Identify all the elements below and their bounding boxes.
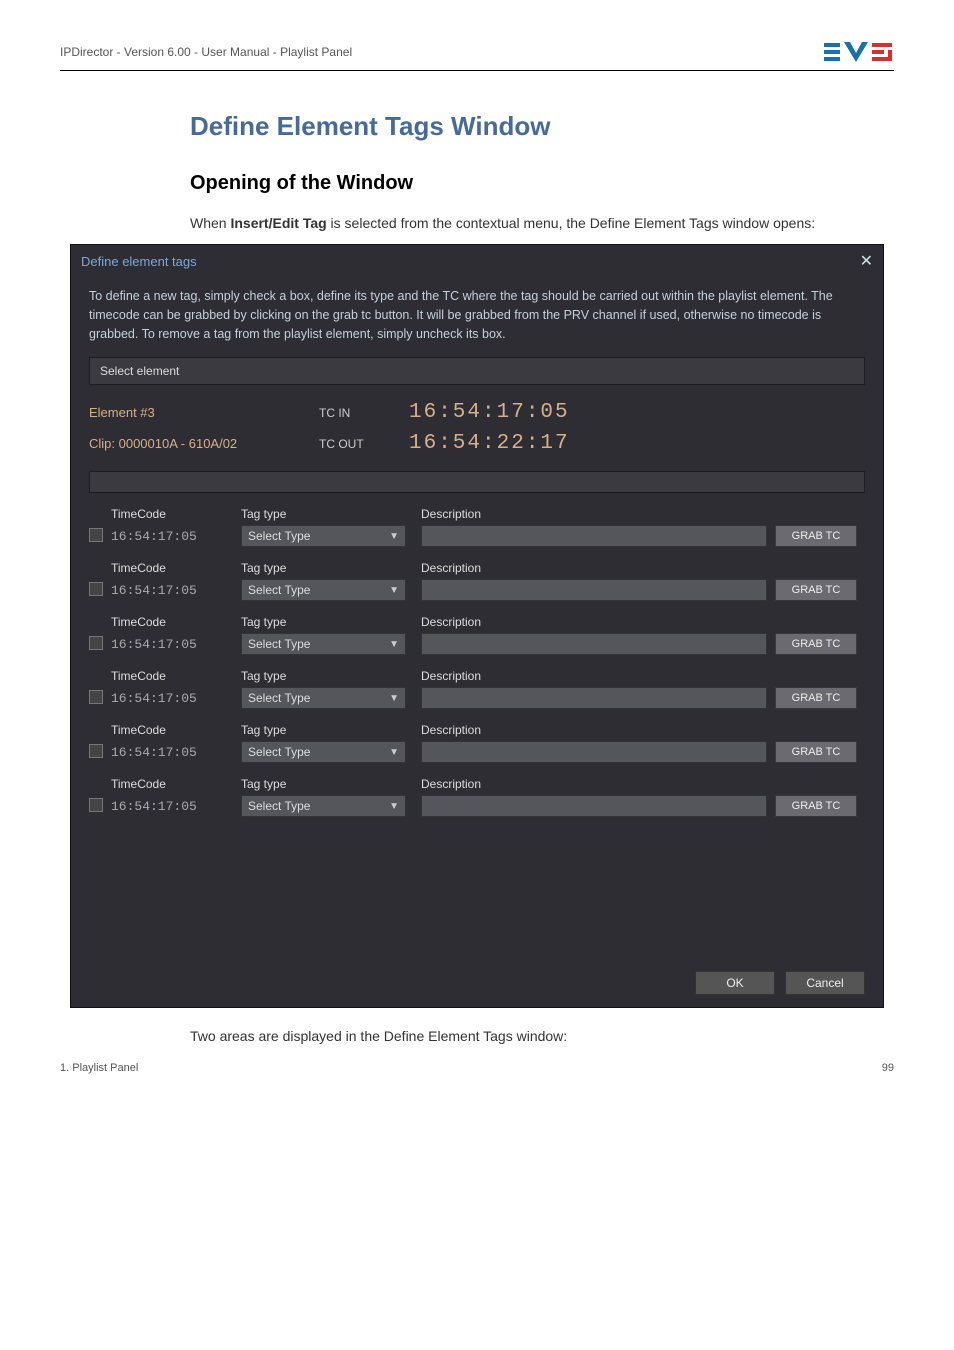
intro-text: When Insert/Edit Tag is selected from th…: [190, 213, 874, 234]
tag-timecode-input[interactable]: [111, 529, 231, 544]
tc-in-label: TC IN: [319, 406, 409, 420]
col-timecode-label: TimeCode: [111, 777, 241, 791]
tag-enable-checkbox[interactable]: [89, 744, 103, 758]
dialog-instructions: To define a new tag, simply check a box,…: [89, 287, 865, 343]
col-tagtype-label: Tag type: [241, 561, 421, 575]
close-icon[interactable]: ✕: [860, 251, 873, 271]
chevron-down-icon: ▼: [389, 693, 399, 704]
chevron-down-icon: ▼: [389, 801, 399, 812]
chevron-down-icon: ▼: [389, 639, 399, 650]
tag-enable-checkbox[interactable]: [89, 690, 103, 704]
page-header: IPDirector - Version 6.00 - User Manual …: [60, 40, 894, 71]
col-description-label: Description: [421, 723, 775, 737]
tag-row: TimeCode Tag type Description Select Typ…: [89, 669, 865, 709]
col-tagtype-label: Tag type: [241, 777, 421, 791]
tag-type-select[interactable]: Select Type ▼: [241, 633, 406, 655]
grab-tc-button[interactable]: GRAB TC: [775, 741, 857, 763]
tag-type-placeholder: Select Type: [248, 691, 310, 705]
tag-type-placeholder: Select Type: [248, 745, 310, 759]
tag-type-placeholder: Select Type: [248, 529, 310, 543]
col-tagtype-label: Tag type: [241, 669, 421, 683]
col-timecode-label: TimeCode: [111, 507, 241, 521]
tag-description-input[interactable]: [421, 579, 767, 601]
col-timecode-label: TimeCode: [111, 669, 241, 683]
col-description-label: Description: [421, 507, 775, 521]
tag-timecode-input[interactable]: [111, 637, 231, 652]
tc-out-value: 16:54:22:17: [409, 432, 570, 455]
select-element-label: Select element: [100, 364, 179, 378]
evs-logo: [824, 40, 894, 64]
tag-type-select[interactable]: Select Type ▼: [241, 687, 406, 709]
tag-enable-checkbox[interactable]: [89, 528, 103, 542]
tc-in-value: 16:54:17:05: [409, 401, 570, 424]
tag-row: TimeCode Tag type Description Select Typ…: [89, 507, 865, 547]
tag-description-input[interactable]: [421, 687, 767, 709]
dialog-titlebar: Define element tags ✕: [71, 245, 883, 277]
tag-timecode-input[interactable]: [111, 745, 231, 760]
col-description-label: Description: [421, 669, 775, 683]
tag-description-input[interactable]: [421, 525, 767, 547]
ok-button[interactable]: OK: [695, 971, 775, 995]
tag-type-select[interactable]: Select Type ▼: [241, 579, 406, 601]
tag-description-input[interactable]: [421, 633, 767, 655]
tag-enable-checkbox[interactable]: [89, 636, 103, 650]
footer-left: 1. Playlist Panel: [60, 1062, 138, 1074]
tag-type-select[interactable]: Select Type ▼: [241, 795, 406, 817]
intro-prefix: When: [190, 215, 230, 231]
chevron-down-icon: ▼: [389, 585, 399, 596]
col-description-label: Description: [421, 615, 775, 629]
tag-type-placeholder: Select Type: [248, 583, 310, 597]
tag-type-placeholder: Select Type: [248, 637, 310, 651]
tag-type-select[interactable]: Select Type ▼: [241, 741, 406, 763]
tag-timecode-input[interactable]: [111, 691, 231, 706]
intro-suffix: is selected from the contextual menu, th…: [327, 215, 815, 231]
clip-row: Clip: 0000010A - 610A/02 TC OUT 16:54:22…: [89, 432, 865, 455]
tag-timecode-input[interactable]: [111, 799, 231, 814]
grab-tc-button[interactable]: GRAB TC: [775, 687, 857, 709]
tag-row: TimeCode Tag type Description Select Typ…: [89, 777, 865, 817]
dialog-title-text: Define element tags: [81, 254, 197, 269]
element-row: Element #3 TC IN 16:54:17:05: [89, 401, 865, 424]
divider-panel: [89, 471, 865, 493]
tag-row: TimeCode Tag type Description Select Typ…: [89, 615, 865, 655]
section-heading: Define Element Tags Window: [190, 111, 894, 142]
col-description-label: Description: [421, 777, 775, 791]
header-text: IPDirector - Version 6.00 - User Manual …: [60, 45, 352, 59]
element-number: Element #3: [89, 405, 319, 420]
col-tagtype-label: Tag type: [241, 507, 421, 521]
col-timecode-label: TimeCode: [111, 615, 241, 629]
tag-description-input[interactable]: [421, 741, 767, 763]
col-timecode-label: TimeCode: [111, 723, 241, 737]
col-tagtype-label: Tag type: [241, 723, 421, 737]
sub-heading: Opening of the Window: [190, 172, 894, 195]
tc-out-label: TC OUT: [319, 437, 409, 451]
cancel-button[interactable]: Cancel: [785, 971, 865, 995]
tag-type-select[interactable]: Select Type ▼: [241, 525, 406, 547]
footer-page-number: 99: [882, 1062, 894, 1074]
chevron-down-icon: ▼: [389, 747, 399, 758]
tag-row: TimeCode Tag type Description Select Typ…: [89, 723, 865, 763]
dialog-footer: OK Cancel: [71, 959, 883, 1007]
grab-tc-button[interactable]: GRAB TC: [775, 525, 857, 547]
tag-type-placeholder: Select Type: [248, 799, 310, 813]
col-timecode-label: TimeCode: [111, 561, 241, 575]
col-tagtype-label: Tag type: [241, 615, 421, 629]
tag-description-input[interactable]: [421, 795, 767, 817]
grab-tc-button[interactable]: GRAB TC: [775, 633, 857, 655]
grab-tc-button[interactable]: GRAB TC: [775, 579, 857, 601]
tag-timecode-input[interactable]: [111, 583, 231, 598]
col-description-label: Description: [421, 561, 775, 575]
clip-id: Clip: 0000010A - 610A/02: [89, 436, 319, 451]
caption-text: Two areas are displayed in the Define El…: [190, 1028, 894, 1044]
tag-enable-checkbox[interactable]: [89, 798, 103, 812]
grab-tc-button[interactable]: GRAB TC: [775, 795, 857, 817]
page-footer: 1. Playlist Panel 99: [60, 1062, 894, 1074]
tag-row: TimeCode Tag type Description Select Typ…: [89, 561, 865, 601]
tag-enable-checkbox[interactable]: [89, 582, 103, 596]
chevron-down-icon: ▼: [389, 531, 399, 542]
select-element-dropdown[interactable]: Select element: [89, 357, 865, 385]
intro-bold: Insert/Edit Tag: [230, 215, 326, 231]
define-element-tags-dialog: Define element tags ✕ To define a new ta…: [70, 244, 884, 1008]
